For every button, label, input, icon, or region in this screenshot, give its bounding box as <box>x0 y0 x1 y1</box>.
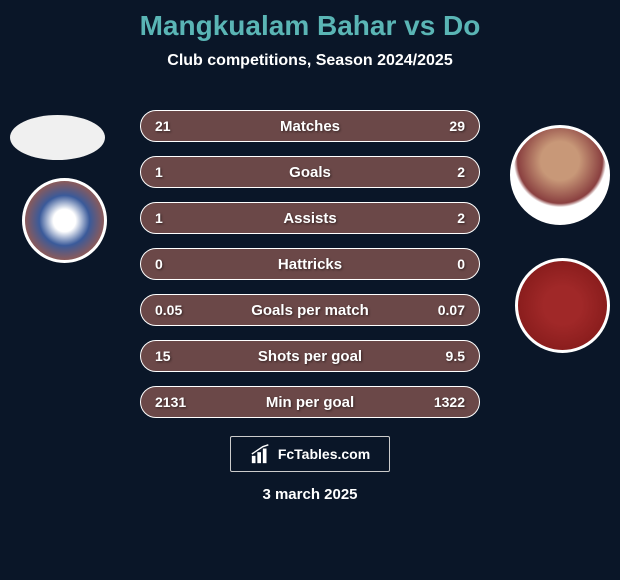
stat-value-left: 1 <box>155 210 163 226</box>
stat-row-min-per-goal: 2131 Min per goal 1322 <box>140 386 480 418</box>
stat-row-goals-per-match: 0.05 Goals per match 0.07 <box>140 294 480 326</box>
stat-row-matches: 21 Matches 29 <box>140 110 480 142</box>
stat-value-right: 9.5 <box>446 348 465 364</box>
stat-value-right: 2 <box>457 164 465 180</box>
stat-value-right: 0 <box>457 256 465 272</box>
stat-label: Goals <box>289 164 331 181</box>
stat-row-hattricks: 0 Hattricks 0 <box>140 248 480 280</box>
stat-value-right: 29 <box>449 118 465 134</box>
stat-label: Matches <box>280 118 340 135</box>
stat-value-right: 0.07 <box>438 302 465 318</box>
page-title: Mangkualam Bahar vs Do <box>0 0 620 42</box>
stat-label: Min per goal <box>266 394 354 411</box>
stat-value-left: 0.05 <box>155 302 182 318</box>
stats-container: 21 Matches 29 1 Goals 2 1 Assists 2 0 Ha… <box>0 110 620 418</box>
stat-value-right: 1322 <box>434 394 465 410</box>
stat-label: Shots per goal <box>258 348 362 365</box>
stat-label: Goals per match <box>251 302 369 319</box>
stat-value-left: 0 <box>155 256 163 272</box>
stat-row-goals: 1 Goals 2 <box>140 156 480 188</box>
watermark: FcTables.com <box>230 436 390 472</box>
chart-icon <box>250 443 272 465</box>
watermark-text: FcTables.com <box>278 446 370 462</box>
subtitle: Club competitions, Season 2024/2025 <box>0 52 620 70</box>
comparison-infographic: Mangkualam Bahar vs Do Club competitions… <box>0 0 620 580</box>
stat-value-left: 1 <box>155 164 163 180</box>
stat-value-left: 21 <box>155 118 171 134</box>
stat-label: Assists <box>283 210 336 227</box>
stat-value-left: 2131 <box>155 394 186 410</box>
date-text: 3 march 2025 <box>0 486 620 503</box>
stat-row-assists: 1 Assists 2 <box>140 202 480 234</box>
stat-value-left: 15 <box>155 348 171 364</box>
stat-label: Hattricks <box>278 256 342 273</box>
stat-row-shots-per-goal: 15 Shots per goal 9.5 <box>140 340 480 372</box>
stat-value-right: 2 <box>457 210 465 226</box>
